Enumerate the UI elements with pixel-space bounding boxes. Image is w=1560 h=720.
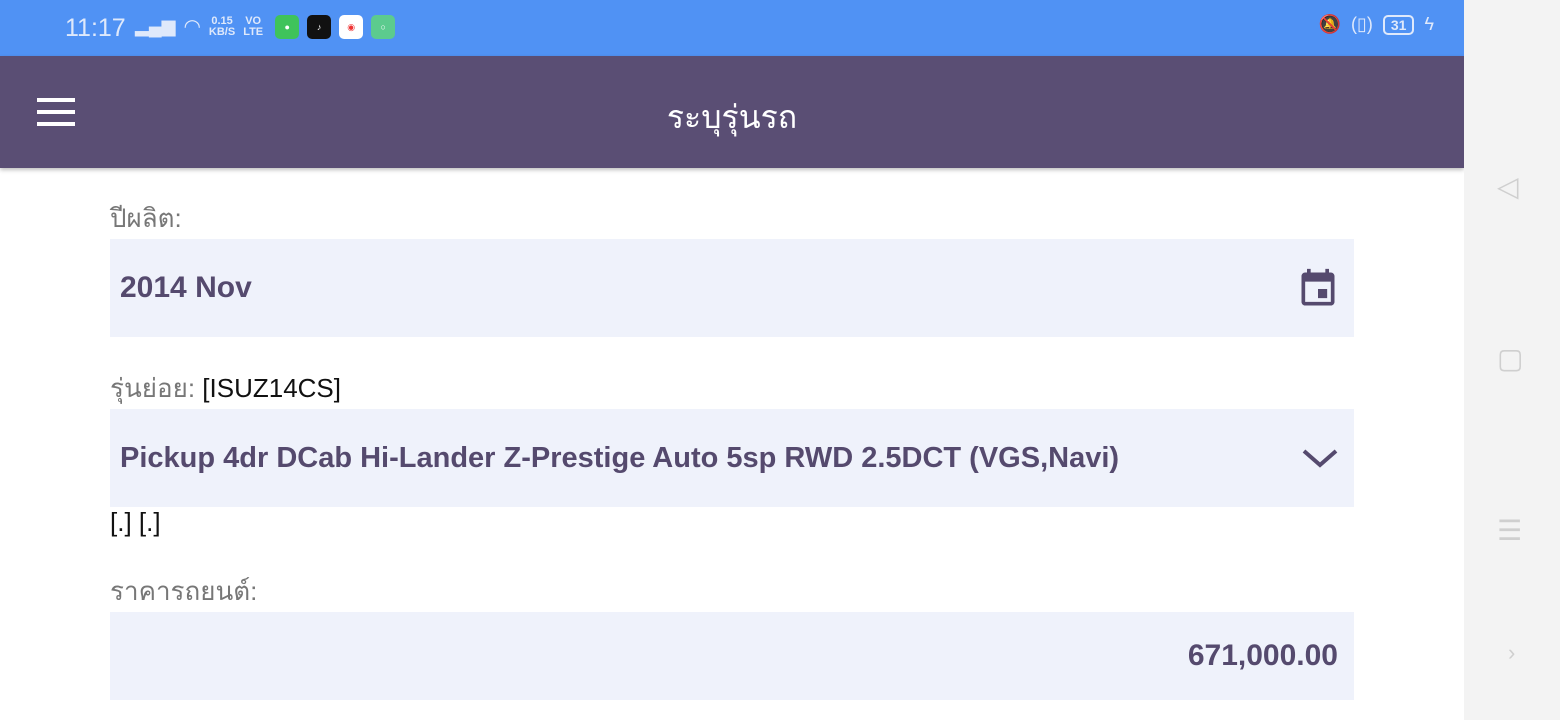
chevron-right-icon[interactable]: › (1508, 640, 1516, 665)
tiktok-icon: ♪ (307, 14, 332, 39)
charging-icon: ϟ (1424, 14, 1434, 34)
hamburger-icon[interactable] (37, 98, 75, 126)
calendar-icon[interactable] (1296, 267, 1340, 311)
submodel-value: Pickup 4dr DCab Hi-Lander Z-Prestige Aut… (120, 441, 1120, 474)
back-icon[interactable]: ◁ (1497, 171, 1519, 202)
year-field[interactable]: 2014 Nov (110, 239, 1354, 337)
price-value: 671,000.00 (1187, 639, 1338, 672)
submodel-label: รุ่นย่อย: [ISUZ14CS] (110, 373, 341, 403)
chevron-down-icon[interactable] (1300, 443, 1340, 473)
chrome-icon: ◉ (339, 14, 364, 39)
system-nav-bar (1464, 0, 1560, 720)
net-speed: 0.15 KB/S (208, 14, 236, 38)
wifi-icon: ◠ (183, 16, 201, 38)
price-field[interactable]: 671,000.00 (110, 612, 1354, 700)
year-label: ปีผลิต: (110, 203, 182, 233)
app-bar: ระบุรุ่นรถ (0, 56, 1464, 168)
home-icon[interactable]: ▢ (1497, 343, 1524, 374)
submodel-code: [ISUZ14CS] (202, 373, 341, 403)
status-bar: 11:17 ▂▄▆ ◠ 0.15 KB/S VO LTE ● ♪ ◉ ○ 🔕 (▯)… (0, 0, 1464, 56)
extra-info: [.] [.] (110, 507, 161, 537)
year-value: 2014 Nov (120, 271, 252, 304)
price-label: ราคารถยนต์: (110, 576, 258, 606)
vibrate-icon: (▯) (1350, 14, 1373, 34)
clock: 11:17 (65, 14, 126, 42)
volte-indicator: VO LTE (243, 14, 264, 38)
battery-icon: 31 (1382, 14, 1415, 35)
page-title: ระบุรุ่นรถ (666, 99, 798, 135)
submodel-dropdown[interactable]: Pickup 4dr DCab Hi-Lander Z-Prestige Aut… (110, 409, 1354, 507)
mute-icon: 🔕 (1318, 14, 1341, 34)
recents-icon[interactable]: ☰ (1497, 515, 1523, 546)
signal-icon: ▂▄▆ (135, 16, 176, 36)
app-icon: ○ (371, 14, 396, 39)
line-icon: ● (275, 14, 300, 39)
